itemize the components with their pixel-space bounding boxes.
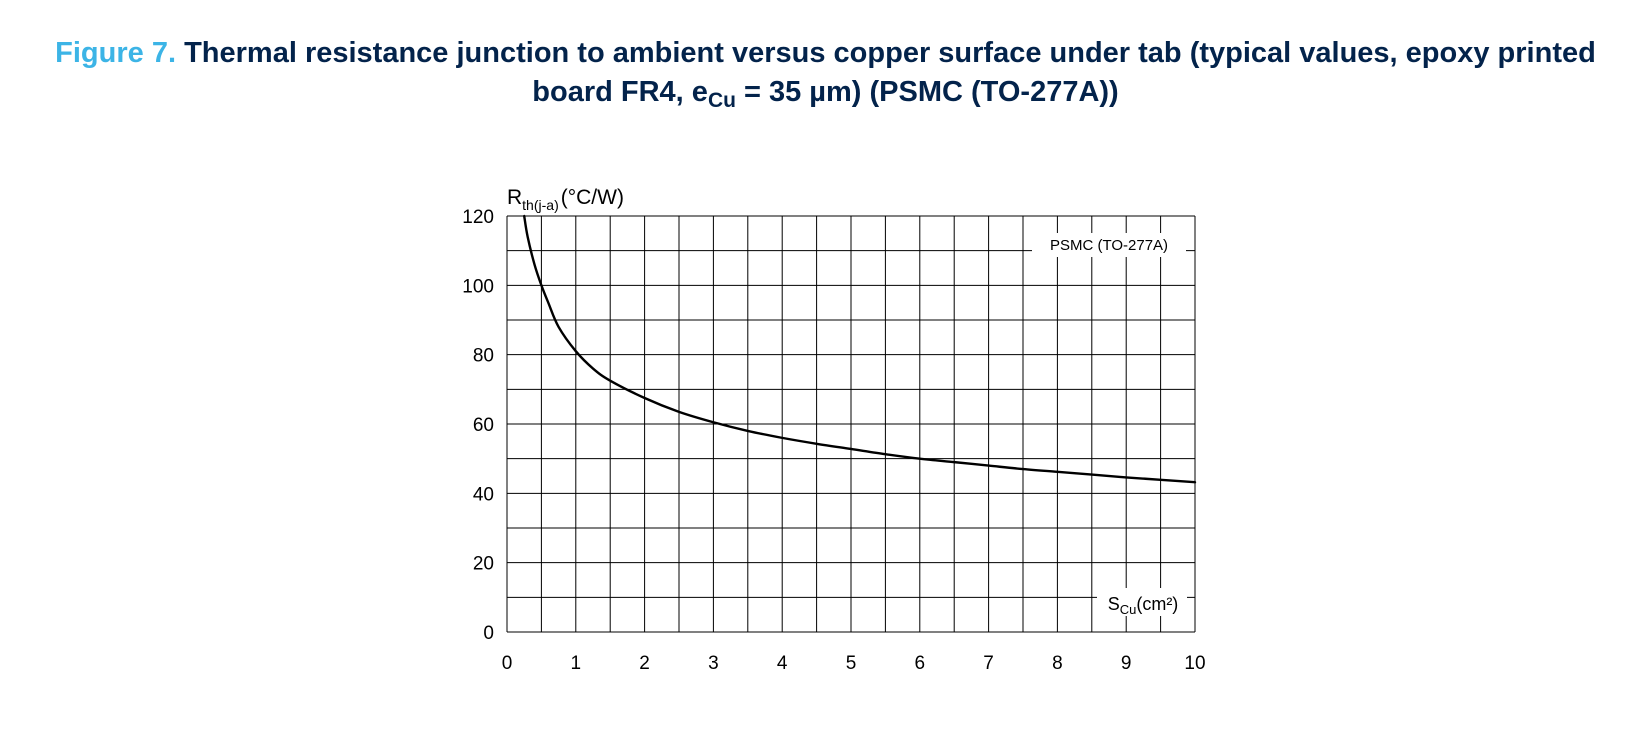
y-tick-label: 20 [473,554,494,575]
x-tick-label: 4 [777,653,788,674]
x-axis-label-unit: (cm²) [1136,594,1178,614]
grid-major [506,215,1196,633]
x-axis-label-sub: Cu [1120,602,1137,617]
y-axis-label-unit: (°C/W) [561,186,624,209]
y-axis-label-sub: th(j-a) [522,197,559,213]
x-tick-labels: 0 1 2 3 4 5 6 7 8 9 10 [502,653,1206,674]
y-tick-label: 100 [462,276,494,297]
x-tick-label: 10 [1184,653,1205,674]
figure-title-text-2: = 35 µm) (PSMC (TO-277A)) [735,76,1119,108]
x-tick-label: 5 [846,653,857,674]
figure-title-subscript: Cu [707,89,736,112]
x-tick-label: 2 [639,653,650,674]
y-axis-label-main: R [507,186,522,209]
y-tick-label: 0 [483,623,494,644]
x-axis-label: SCu(cm²) [1108,594,1179,617]
x-tick-label: 0 [502,653,513,674]
x-tick-label: 9 [1121,653,1132,674]
x-tick-label: 3 [708,653,719,674]
y-tick-labels: 0 20 40 60 80 100 120 [462,207,494,644]
y-tick-label: 60 [473,415,494,436]
y-tick-label: 80 [473,346,494,367]
x-axis-label-background [1097,588,1187,616]
legend-entry-psmc: PSMC (TO-277A) [1050,237,1168,254]
x-axis-label-main: S [1108,594,1120,614]
y-axis-label: Rth(j-a)(°C/W) [507,186,624,213]
y-tick-label: 120 [462,207,494,228]
x-tick-label: 6 [915,653,926,674]
x-tick-label: 7 [983,653,994,674]
series-line-psmc [523,214,1197,484]
legend-background [1032,233,1186,257]
figure-label: Figure 7. [55,37,177,69]
x-tick-label: 8 [1052,653,1063,674]
figure-title-text-1: Thermal resistance junction to ambient v… [184,37,1596,108]
y-tick-label: 40 [473,484,494,505]
figure-title: Figure 7. Thermal resistance junction to… [20,34,1631,112]
x-tick-label: 1 [571,653,582,674]
